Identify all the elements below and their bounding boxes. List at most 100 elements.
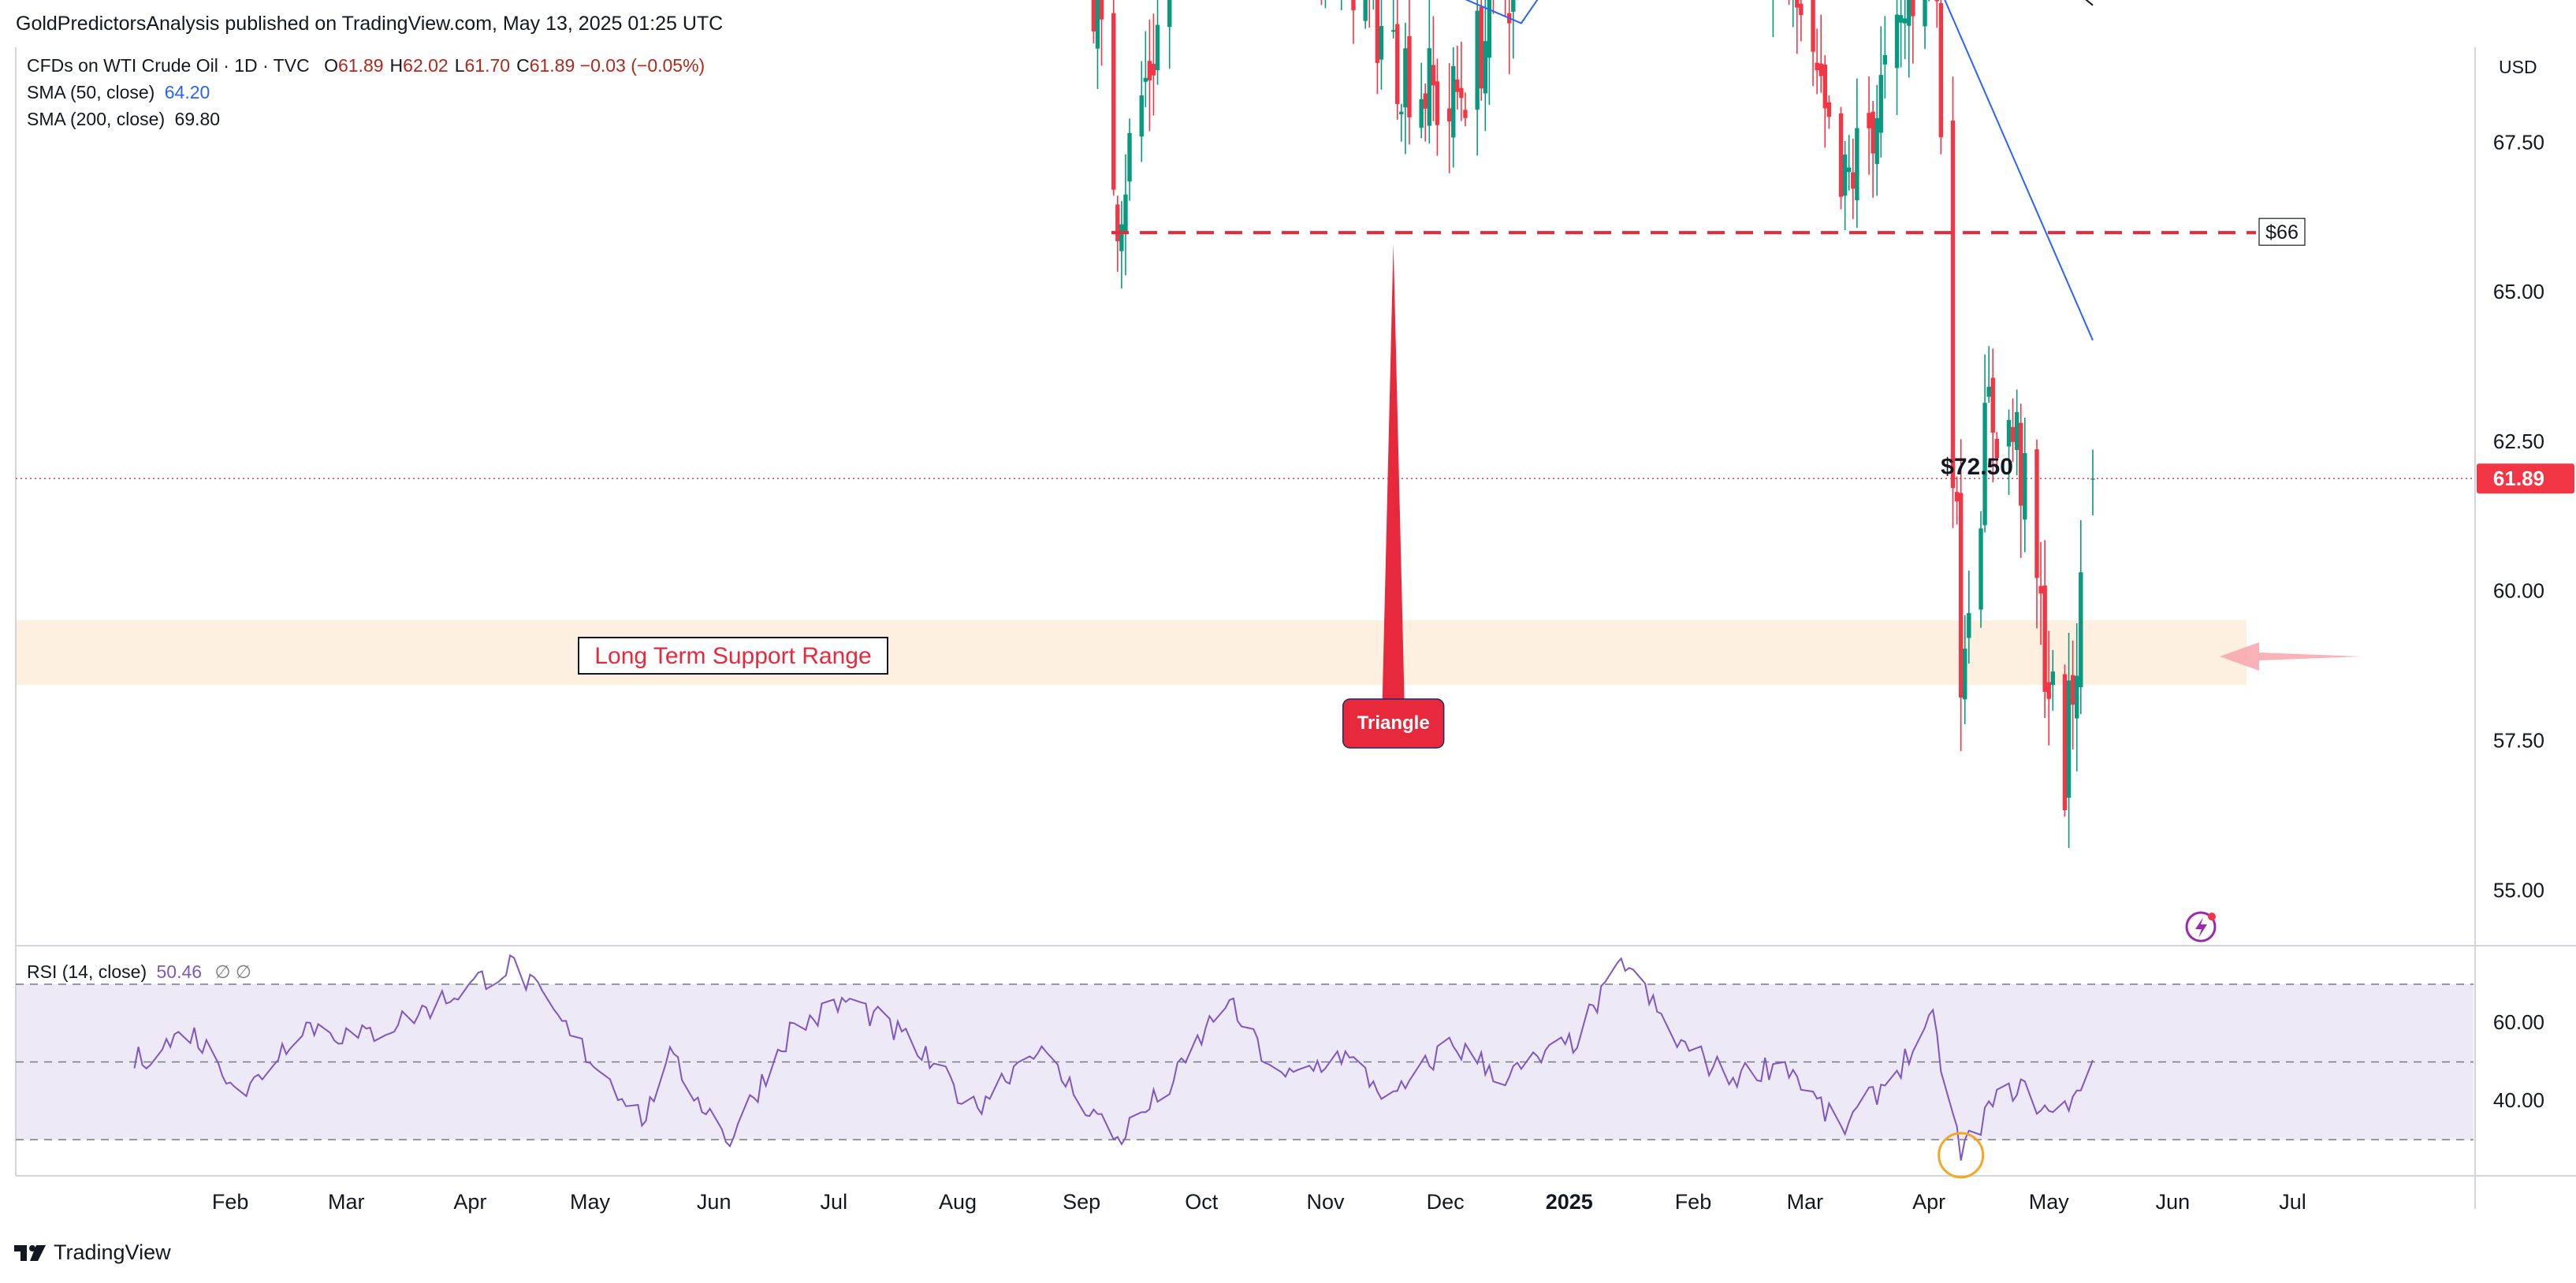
candle-body (1115, 204, 1120, 241)
candle-body (2090, 478, 2095, 480)
candle-body (1799, 3, 1804, 16)
candle-body (1986, 386, 1991, 397)
candle-body (1954, 492, 1960, 502)
price-tick-label: 60.00 (2493, 579, 2544, 603)
candle-body (1851, 172, 1856, 189)
candle-body (1871, 111, 1875, 154)
candle-body (2023, 452, 2027, 520)
candle-body (2062, 674, 2068, 811)
candle-body (1167, 0, 1172, 28)
last-price-badge (2477, 463, 2574, 494)
candle-body (2006, 419, 2012, 447)
rsi-group (16, 954, 2474, 1179)
candle-body (1994, 438, 2000, 459)
candle-body (1923, 0, 1927, 27)
candle-body (1390, 30, 1396, 32)
rsi-tick-label: 60.00 (2493, 1010, 2544, 1034)
candle-body (1847, 167, 1852, 173)
sma200-label: SMA (200, close) (27, 109, 166, 129)
candle-body (2038, 586, 2043, 594)
candle-body (1855, 128, 1859, 200)
time-tick-label: Jun (697, 1190, 731, 1214)
ohlc-o: O61.89 (324, 55, 384, 76)
candle-body (1419, 99, 1424, 128)
candle-body (1842, 154, 1848, 196)
candle-body (1882, 54, 1888, 65)
candle-body (2042, 585, 2047, 692)
candle-body (1423, 93, 1428, 109)
peak-price-label: $72.50 (1941, 454, 2013, 480)
price-tick-label: 62.50 (2493, 430, 2544, 453)
candle-body (1379, 26, 1384, 60)
sma50-value: 64.20 (164, 82, 210, 102)
candle-body (1139, 95, 1144, 137)
candle-body (2066, 680, 2072, 798)
candle-body (1979, 528, 1983, 610)
candle-body (2034, 449, 2039, 578)
candle-body (1395, 24, 1400, 105)
candle-body (1907, 0, 1912, 26)
candle-body (1091, 0, 1096, 32)
candle-body (1407, 35, 1412, 117)
symbol-name: CFDs on WTI Crude Oil · 1D · TVC (27, 55, 310, 76)
tradingview-logo[interactable]: TradingView (14, 1240, 171, 1265)
triangle-callout-box (1342, 698, 1445, 749)
price-tick-label: 70.00 (2493, 0, 2544, 5)
candle-body (1363, 0, 1368, 21)
candle-body (1811, 0, 1815, 52)
triangle-callout-pointer (1382, 244, 1405, 701)
time-tick-label: May (2029, 1190, 2070, 1214)
candle-body (1963, 649, 1967, 700)
time-tick-label: Feb (212, 1190, 249, 1214)
candle-body (1099, 0, 1104, 20)
candle-body (1147, 61, 1152, 80)
candles-group (1091, 0, 2095, 849)
time-tick-label: Dec (1427, 1190, 1465, 1214)
candle-body (1958, 493, 1964, 698)
price-tick-label: 55.00 (2493, 878, 2544, 902)
candle-body (1902, 18, 1908, 24)
sma200-legend[interactable]: SMA (200, close) 69.80 (27, 109, 220, 130)
triangle-callout-label: Triangle (1357, 712, 1430, 734)
lightning-icon (2195, 917, 2207, 938)
sma200-value: 69.80 (174, 109, 221, 129)
candle-body (1911, 0, 1915, 17)
candle-body (1874, 118, 1879, 165)
candle-body (1511, 0, 1516, 12)
candle-body (2019, 422, 2023, 506)
price-tick-label: 67.50 (2493, 130, 2544, 154)
candle-body (1934, 0, 1939, 2)
candle-body (1867, 113, 1871, 128)
rsi-legend[interactable]: RSI (14, close) 50.46 ∅ ∅ (27, 961, 251, 983)
time-tick-label: Jun (2156, 1190, 2191, 1214)
candle-body (2075, 675, 2079, 719)
ohlc-l: L61.70 (454, 55, 511, 76)
candle-body (2014, 411, 2019, 450)
time-tick-label: Mar (1787, 1190, 1824, 1214)
candle-body (1119, 224, 1124, 251)
candle-body (1894, 14, 1900, 69)
symbol-legend[interactable]: CFDs on WTI Crude Oil · 1D · TVC O61.89 H… (27, 55, 705, 76)
time-tick-label: Mar (328, 1190, 365, 1214)
candle-body (1455, 79, 1460, 92)
currency-label[interactable]: USD (2499, 57, 2537, 77)
time-tick-label: Jul (821, 1190, 848, 1214)
candle-body (1451, 65, 1456, 138)
time-tick-label: Aug (939, 1190, 977, 1214)
candle-body (1151, 63, 1156, 76)
ohlc-c: C61.89 (516, 55, 575, 76)
candle-body (1095, 0, 1100, 49)
support-price-box (2258, 218, 2306, 246)
price-tick-label: 65.00 (2493, 280, 2544, 303)
candle-body (1838, 113, 1844, 197)
last-price-label: 61.89 (2493, 467, 2544, 490)
sma50-label: SMA (50, close) (27, 82, 155, 102)
sma50-legend[interactable]: SMA (50, close) 64.20 (27, 82, 210, 103)
candle-body (1818, 63, 1823, 76)
candle-body (1822, 64, 1827, 109)
price-tick-label: 57.50 (2493, 729, 2544, 753)
candle-body (1487, 0, 1492, 58)
time-tick-label: May (570, 1190, 611, 1214)
